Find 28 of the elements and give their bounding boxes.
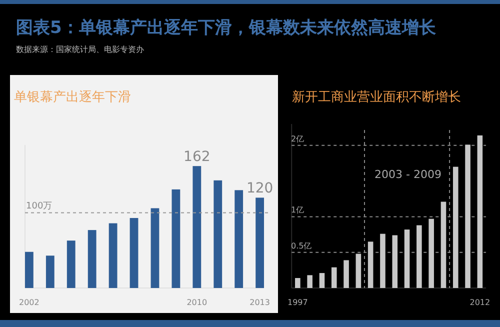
- data-label: 162: [184, 149, 210, 166]
- bar: [25, 252, 34, 288]
- x-tick-label: 2010: [186, 298, 208, 307]
- y-tick-label: 0.5亿: [291, 241, 312, 250]
- bar: [108, 223, 118, 288]
- x-tick-label: 1997: [287, 298, 308, 307]
- source-note: 数据来源：国家统计局、电影专资办: [16, 45, 144, 54]
- text: 图表5：单银幕产出逐年下滑，银幕数未来依然高速增长: [16, 18, 437, 38]
- x-tick-label: 2002: [19, 298, 40, 307]
- bar: [46, 256, 54, 288]
- y-tick-label: 2亿: [291, 134, 304, 144]
- bar: [214, 180, 222, 288]
- annotation: 2003 - 2009: [374, 168, 442, 181]
- bar: [192, 166, 202, 288]
- bar: [66, 240, 76, 288]
- y-tick-label: 1亿: [291, 206, 304, 215]
- x-tick-label: 2012: [470, 298, 490, 307]
- bar: [88, 230, 96, 288]
- x-tick-label: 2013: [250, 298, 270, 307]
- chart-title: 单银幕产出逐年下滑: [14, 90, 131, 105]
- bar: [130, 218, 138, 288]
- bar: [256, 198, 264, 288]
- chart-title: 新开工商业营业面积不断增长: [292, 90, 461, 105]
- bar: [234, 190, 244, 288]
- bar: [150, 208, 160, 288]
- data-label: 120: [246, 180, 274, 197]
- ref-line-label: 100万: [26, 202, 52, 212]
- bar: [172, 189, 180, 288]
